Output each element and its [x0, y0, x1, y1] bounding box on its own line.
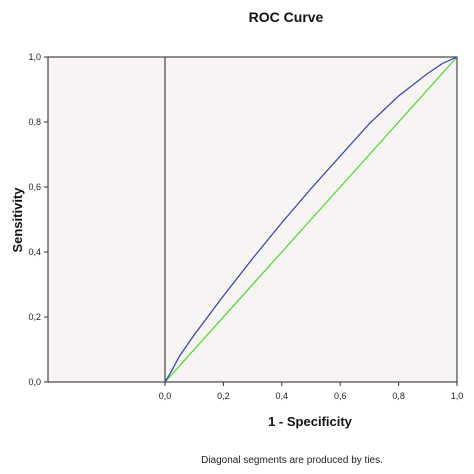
reference-diagonal-line: [164, 56, 458, 383]
y-tick-label: 0,8: [28, 117, 41, 127]
y-tick-label: 0,6: [28, 182, 41, 192]
plot-background: [47, 56, 458, 383]
x-tick-label: 0,8: [392, 391, 405, 401]
x-tick-label: 0,6: [334, 391, 347, 401]
y-axis-ticks: 0,0 0,2 0,4 0,6 0,8 1,0: [28, 52, 48, 387]
y-tick-label: 0,4: [28, 247, 41, 257]
x-axis-ticks: 0,0 0,2 0,4 0,6 0,8 1,0: [159, 382, 464, 401]
roc-curve-line: [164, 56, 458, 383]
x-tick-label: 0,4: [276, 391, 289, 401]
x-tick-label: 0,2: [217, 391, 230, 401]
y-tick-label: 0,0: [28, 377, 41, 387]
series-group: [164, 56, 458, 383]
y-tick-label: 1,0: [28, 52, 41, 62]
chart-footnote: Diagonal segments are produced by ties.: [201, 455, 383, 466]
x-axis-label: 1 - Specificity: [268, 414, 353, 429]
plot-area: [47, 56, 458, 383]
y-axis-label: Sensitivity: [10, 187, 25, 253]
y-tick-label: 0,2: [28, 312, 41, 322]
chart-title: ROC Curve: [249, 9, 324, 25]
x-tick-label: 0,0: [159, 391, 172, 401]
x-tick-label: 1,0: [451, 391, 464, 401]
